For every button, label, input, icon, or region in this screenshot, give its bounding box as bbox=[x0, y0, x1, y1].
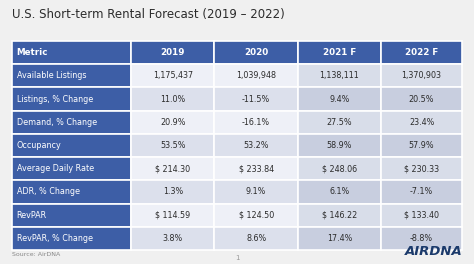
Text: RevPAR, % Change: RevPAR, % Change bbox=[17, 234, 92, 243]
Bar bbox=[12, 41, 131, 64]
Text: 9.1%: 9.1% bbox=[246, 187, 266, 196]
Text: $ 214.30: $ 214.30 bbox=[155, 164, 191, 173]
Bar bbox=[381, 64, 462, 87]
Bar bbox=[12, 204, 131, 227]
Text: -7.1%: -7.1% bbox=[410, 187, 433, 196]
Text: ADR, % Change: ADR, % Change bbox=[17, 187, 80, 196]
Bar bbox=[12, 157, 131, 180]
Text: 6.1%: 6.1% bbox=[329, 187, 349, 196]
Bar bbox=[214, 41, 298, 64]
Bar bbox=[381, 227, 462, 250]
Bar bbox=[298, 111, 381, 134]
Bar bbox=[381, 87, 462, 111]
Bar bbox=[131, 157, 214, 180]
Text: $ 114.59: $ 114.59 bbox=[155, 211, 191, 220]
Text: 1,138,111: 1,138,111 bbox=[319, 71, 359, 80]
Bar bbox=[381, 111, 462, 134]
Text: 1.3%: 1.3% bbox=[163, 187, 183, 196]
Text: RevPAR: RevPAR bbox=[17, 211, 47, 220]
Text: 20.9%: 20.9% bbox=[160, 118, 186, 127]
Text: Occupancy: Occupancy bbox=[17, 141, 61, 150]
Bar bbox=[214, 204, 298, 227]
Text: 1: 1 bbox=[235, 255, 239, 261]
Bar bbox=[381, 157, 462, 180]
Text: $ 146.22: $ 146.22 bbox=[322, 211, 357, 220]
Text: AIRDNA: AIRDNA bbox=[404, 245, 462, 258]
Text: -16.1%: -16.1% bbox=[242, 118, 270, 127]
Bar bbox=[381, 41, 462, 64]
Text: Available Listings: Available Listings bbox=[17, 71, 86, 80]
Text: 11.0%: 11.0% bbox=[160, 95, 185, 103]
Bar bbox=[131, 87, 214, 111]
Text: 9.4%: 9.4% bbox=[329, 95, 350, 103]
Text: 27.5%: 27.5% bbox=[327, 118, 352, 127]
Bar bbox=[131, 64, 214, 87]
Text: -8.8%: -8.8% bbox=[410, 234, 433, 243]
Bar bbox=[12, 111, 131, 134]
Bar bbox=[298, 157, 381, 180]
Text: 58.9%: 58.9% bbox=[327, 141, 352, 150]
Bar bbox=[214, 157, 298, 180]
Text: 1,175,437: 1,175,437 bbox=[153, 71, 193, 80]
Text: 57.9%: 57.9% bbox=[409, 141, 435, 150]
Text: -11.5%: -11.5% bbox=[242, 95, 270, 103]
Bar bbox=[298, 87, 381, 111]
Bar bbox=[131, 111, 214, 134]
Text: Listings, % Change: Listings, % Change bbox=[17, 95, 93, 103]
Bar bbox=[12, 64, 131, 87]
Text: 2019: 2019 bbox=[161, 48, 185, 57]
Text: 2022 F: 2022 F bbox=[405, 48, 438, 57]
Text: 1,370,903: 1,370,903 bbox=[401, 71, 442, 80]
Bar bbox=[214, 180, 298, 204]
Text: Demand, % Change: Demand, % Change bbox=[17, 118, 97, 127]
Text: $ 124.50: $ 124.50 bbox=[238, 211, 274, 220]
Bar bbox=[131, 227, 214, 250]
Bar bbox=[12, 87, 131, 111]
Text: 3.8%: 3.8% bbox=[163, 234, 183, 243]
Text: 2021 F: 2021 F bbox=[323, 48, 356, 57]
Bar bbox=[214, 87, 298, 111]
Bar bbox=[214, 227, 298, 250]
Text: 20.5%: 20.5% bbox=[409, 95, 434, 103]
Bar bbox=[381, 134, 462, 157]
Text: Average Daily Rate: Average Daily Rate bbox=[17, 164, 94, 173]
Bar bbox=[214, 111, 298, 134]
Bar bbox=[381, 180, 462, 204]
Bar bbox=[298, 41, 381, 64]
Bar bbox=[131, 41, 214, 64]
Text: Source: AirDNA: Source: AirDNA bbox=[12, 252, 60, 257]
Bar bbox=[214, 134, 298, 157]
Text: U.S. Short-term Rental Forecast (2019 – 2022): U.S. Short-term Rental Forecast (2019 – … bbox=[12, 8, 284, 21]
Bar bbox=[298, 64, 381, 87]
Bar bbox=[12, 134, 131, 157]
Text: $ 248.06: $ 248.06 bbox=[322, 164, 357, 173]
Text: 53.5%: 53.5% bbox=[160, 141, 186, 150]
Bar bbox=[131, 204, 214, 227]
Text: $ 133.40: $ 133.40 bbox=[404, 211, 439, 220]
Text: Metric: Metric bbox=[17, 48, 48, 57]
Bar bbox=[12, 180, 131, 204]
Text: $ 233.84: $ 233.84 bbox=[238, 164, 273, 173]
Bar bbox=[214, 64, 298, 87]
Bar bbox=[298, 227, 381, 250]
Bar bbox=[298, 180, 381, 204]
Bar bbox=[12, 227, 131, 250]
Bar bbox=[131, 180, 214, 204]
Text: 2020: 2020 bbox=[244, 48, 268, 57]
Bar bbox=[298, 204, 381, 227]
Text: 53.2%: 53.2% bbox=[243, 141, 269, 150]
Text: $ 230.33: $ 230.33 bbox=[404, 164, 439, 173]
Bar bbox=[381, 204, 462, 227]
Text: 1,039,948: 1,039,948 bbox=[236, 71, 276, 80]
Text: 8.6%: 8.6% bbox=[246, 234, 266, 243]
Text: 23.4%: 23.4% bbox=[409, 118, 434, 127]
Text: 17.4%: 17.4% bbox=[327, 234, 352, 243]
Bar bbox=[131, 134, 214, 157]
Bar bbox=[298, 134, 381, 157]
